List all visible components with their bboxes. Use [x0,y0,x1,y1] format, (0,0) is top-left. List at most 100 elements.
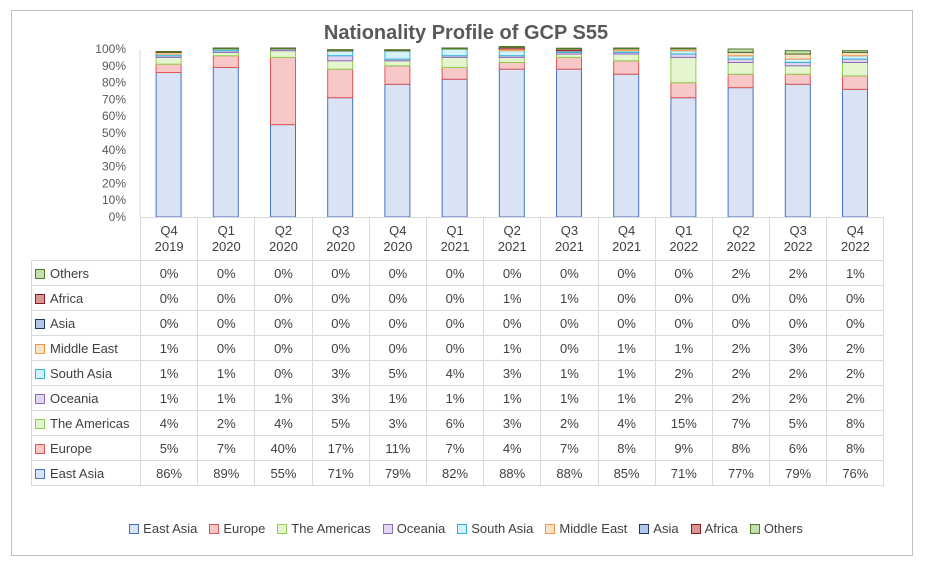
data-label: 79% [769,460,828,486]
data-label: 71% [311,460,370,486]
data-label: 85% [597,460,656,486]
bar-others [212,47,239,50]
bar-the-americas [441,56,468,68]
x-tick-line: Q1 [217,223,235,238]
bar-east-asia [155,72,182,218]
legend-item: Asia [639,521,679,536]
data-label: 2% [197,410,256,436]
data-label: 76% [826,460,885,486]
bar-east-asia [384,83,411,218]
legend-key-icon [749,524,760,534]
bar-east-asia [727,87,754,218]
series-name: Europe [50,440,92,456]
data-label: 0% [368,335,427,361]
bar-east-asia [327,97,354,218]
data-label: 8% [597,435,656,461]
data-label: 86% [139,460,199,486]
legend-label: Middle East [559,521,628,536]
bar-others [441,47,468,50]
legend-item: South Asia [457,521,533,536]
series-label: East Asia [31,460,141,486]
x-tick-label: Q2 2022 [711,217,771,261]
bar-the-americas [384,60,411,67]
bar-the-americas [784,65,811,75]
legend-item: Middle East [545,521,627,536]
data-label: 5% [139,435,199,461]
x-tick-line: 2022 [726,239,756,254]
data-label: 3% [769,335,828,361]
data-label: 0% [197,260,256,286]
data-label: 0% [597,310,656,336]
data-label: 2% [654,385,713,411]
data-label: 0% [654,310,713,336]
table-row: Africa 0% 0% 0% 0% 0% 0% 1% 1% 0% 0% 0% 0% 0% [31,285,885,311]
legend-key-icon [35,418,45,429]
y-tick-label: 20% [102,176,126,190]
x-tick-line: 2019 [154,239,184,254]
data-label: 0% [254,260,313,286]
bar-the-americas [842,61,868,77]
bar-europe [784,73,811,85]
data-label: 8% [711,435,771,461]
data-label: 1% [826,260,885,286]
data-label: 2% [711,335,771,361]
bar-south-asia [670,50,697,55]
legend-label: South Asia [471,521,534,536]
series-label: Others [31,260,141,286]
x-tick-line: Q3 [331,223,350,238]
bar-others [155,51,182,53]
x-tick-label: Q4 2021 [597,217,656,261]
data-label: 2% [711,385,771,411]
data-label: 0% [540,310,599,336]
data-label: 0% [826,285,885,311]
series-label: Asia [31,310,141,336]
table-corner [31,217,141,261]
data-label: 2% [769,260,828,286]
legend-item: East Asia [129,521,197,536]
x-tick-line: Q2 [732,223,750,238]
bar-others [727,48,754,53]
data-label: 0% [254,335,313,361]
legend-label: Others [763,521,803,536]
series-label: Oceania [31,385,141,411]
data-label: 9% [654,435,713,461]
bar-east-asia [670,97,697,218]
series-name: Middle East [50,340,118,356]
y-tick-label: 60% [102,109,126,123]
data-label: 82% [425,460,485,486]
bar-the-americas [498,56,525,63]
bar-south-asia [498,50,525,57]
x-tick-line: 2022 [669,239,699,254]
chart-title: Nationality Profile of GCP S55 [323,22,609,44]
x-tick-line: Q1 [675,223,693,238]
data-label: 4% [254,410,313,436]
x-tick-label: Q2 2020 [254,217,313,261]
legend-label: Asia [653,521,679,536]
bar-europe [327,68,354,99]
series-name: Asia [50,315,76,331]
bar-the-americas [613,53,640,62]
y-tick-label: 10% [102,193,126,207]
legend-label: The Americas [291,521,371,536]
legend-key-icon [35,443,45,454]
x-tick-label: Q4 2022 [826,217,885,261]
data-label: 0% [139,310,199,336]
data-label: 15% [654,410,713,436]
x-tick-line: 2021 [497,239,527,254]
data-table: Q4 2019 Q1 2020 Q2 2020 Q3 2020 Q4 2020 Q1 2021 Q2 20… [31,217,885,486]
data-label: 0% [139,260,199,286]
data-label: 0% [483,260,542,286]
data-label: 1% [368,385,427,411]
bar-oceania [784,61,811,67]
bar-others [556,47,582,50]
series-name: South Asia [50,365,113,381]
data-label: 3% [483,360,542,386]
bar-east-asia [212,66,239,218]
legend-item: The Americas [277,521,371,536]
bar-the-americas [556,53,582,58]
data-label: 7% [197,435,256,461]
data-label: 0% [769,310,828,336]
data-label: 3% [311,385,370,411]
data-label: 5% [769,410,828,436]
bar-the-americas [212,51,239,57]
